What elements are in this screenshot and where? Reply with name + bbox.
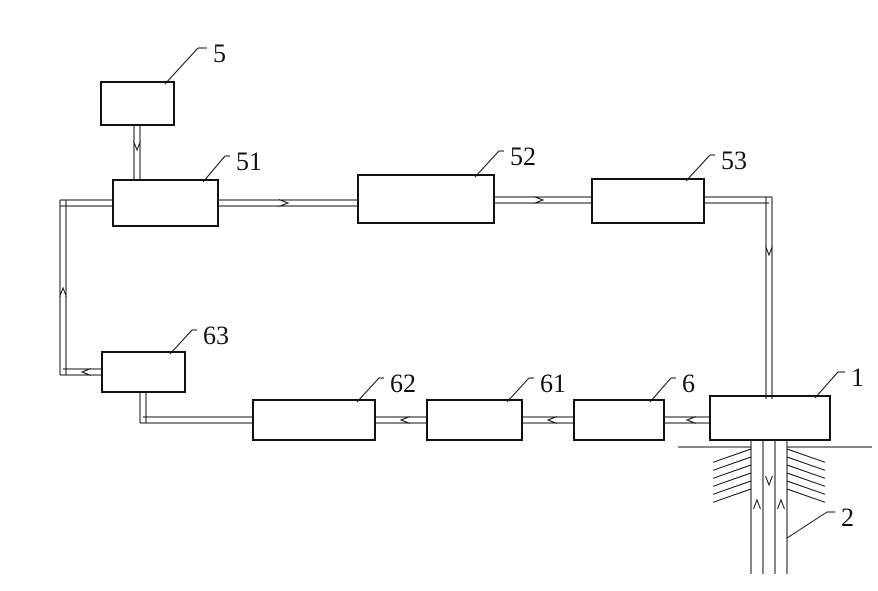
block-b61 bbox=[427, 400, 522, 440]
diagram-canvas: 5 51 52 53 1 6 61 62 63 2 bbox=[0, 0, 878, 591]
block-b5 bbox=[101, 82, 174, 125]
label-53: 53 bbox=[721, 146, 747, 175]
label-5: 5 bbox=[213, 39, 226, 68]
block-b53 bbox=[592, 179, 704, 223]
label-51: 51 bbox=[236, 147, 262, 176]
label-63: 63 bbox=[203, 321, 229, 350]
block-b6 bbox=[574, 400, 664, 440]
block-b62 bbox=[253, 400, 375, 440]
block-b63 bbox=[102, 352, 185, 392]
label-2: 2 bbox=[841, 503, 854, 532]
label-52: 52 bbox=[510, 142, 536, 171]
label-62: 62 bbox=[390, 369, 416, 398]
label-1: 1 bbox=[851, 363, 864, 392]
block-b1 bbox=[710, 396, 830, 440]
label-61: 61 bbox=[540, 369, 566, 398]
block-b51 bbox=[113, 180, 218, 226]
label-6: 6 bbox=[682, 369, 695, 398]
block-b52 bbox=[358, 175, 494, 223]
